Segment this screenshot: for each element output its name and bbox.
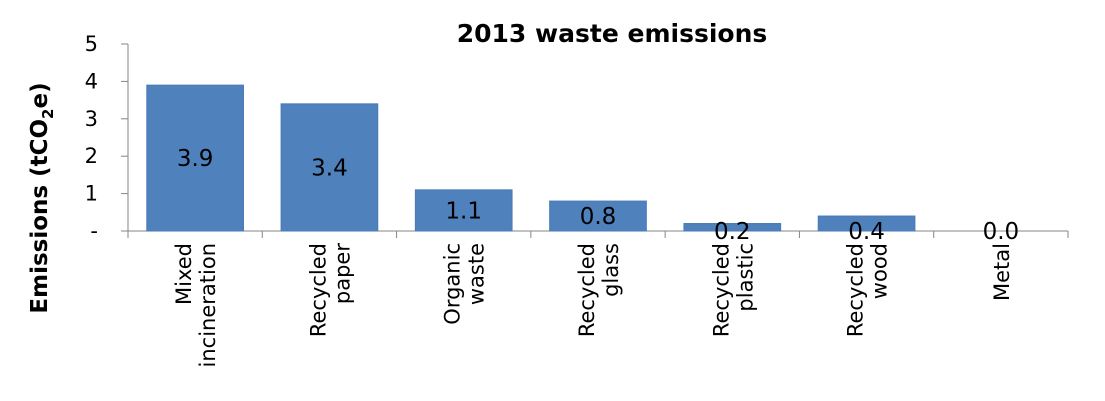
- category-label: Recycledpaper: [306, 243, 354, 338]
- data-labels: 3.9 3.4 1.1 0.8 0.2 0.4 0.0: [177, 146, 1019, 245]
- category-label: Organicwaste: [441, 243, 489, 325]
- category-label-line: Recycled: [709, 243, 733, 337]
- bar: [549, 200, 647, 232]
- bar: [817, 215, 916, 232]
- category-label: Metal: [990, 243, 1014, 301]
- data-label: 0.0: [983, 219, 1020, 245]
- bar: [280, 103, 379, 232]
- data-label: 0.4: [848, 219, 885, 245]
- data-label: 0.8: [580, 204, 617, 230]
- y-axis: - 1 2 3 4 5: [85, 32, 129, 243]
- data-label: 3.9: [177, 146, 214, 172]
- y-axis-title: Emissions (tCO2e): [27, 82, 57, 313]
- category-label-line: Metal: [990, 243, 1014, 301]
- data-label: 3.4: [311, 155, 348, 181]
- bar: [414, 189, 513, 232]
- data-label: 0.2: [714, 219, 751, 245]
- category-label: Mixedincineration: [172, 243, 220, 367]
- bar: [146, 84, 244, 232]
- bars: [146, 84, 916, 232]
- category-label: Recycledplastic: [709, 243, 757, 337]
- category-label-line: incineration: [196, 243, 220, 367]
- y-tick-label: 1: [85, 182, 98, 206]
- y-axis-title-prefix: Emissions (tCO: [27, 119, 53, 314]
- category-label-line: paper: [330, 243, 354, 304]
- y-tick-label: 3: [85, 107, 98, 131]
- category-label-line: wood: [868, 243, 892, 299]
- data-label: 1.1: [445, 198, 482, 224]
- category-label-line: Mixed: [172, 243, 196, 305]
- category-label-line: plastic: [733, 243, 757, 312]
- category-label: Recycledwood: [844, 243, 892, 337]
- category-label-line: waste: [465, 243, 489, 305]
- y-tick-label: 5: [85, 32, 98, 56]
- y-axis-title-subscript: 2: [39, 109, 57, 119]
- category-label-line: glass: [599, 243, 623, 297]
- category-label-line: Recycled: [575, 243, 599, 337]
- y-tick-label: 2: [85, 144, 98, 168]
- category-labels: Mixedincineration Recycledpaper Organicwas…: [172, 243, 1014, 368]
- bar: [683, 223, 782, 232]
- chart-title: 2013 waste emissions: [457, 19, 768, 48]
- category-label-line: Organic: [441, 243, 465, 325]
- category-label: Recycledglass: [575, 243, 623, 337]
- y-tick-label: -: [90, 219, 98, 243]
- y-tick-label: 4: [85, 69, 98, 93]
- x-axis: [127, 230, 1069, 238]
- category-label-line: Recycled: [844, 243, 868, 337]
- category-label-line: Recycled: [306, 243, 330, 337]
- y-axis-title-suffix: e): [27, 82, 53, 108]
